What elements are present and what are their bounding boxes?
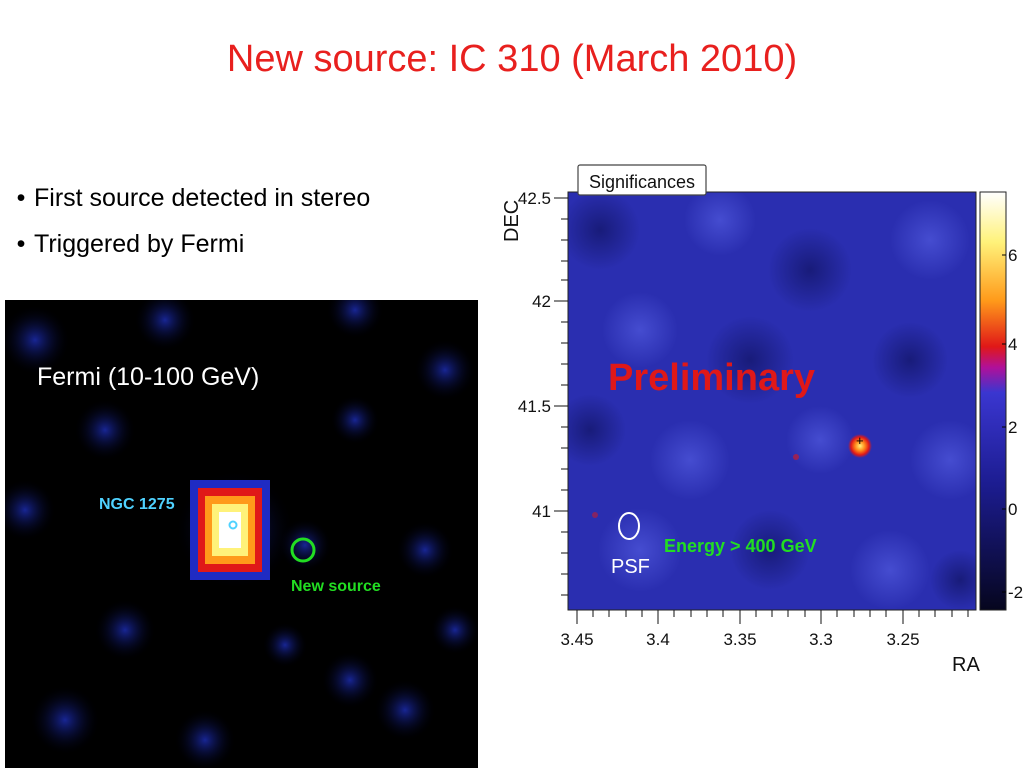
- fermi-noise-blobs: [5, 300, 478, 768]
- preliminary-watermark: Preliminary: [608, 357, 815, 399]
- x-tick-label: 3.35: [723, 630, 756, 649]
- psf-ellipse-icon: [618, 512, 640, 540]
- x-tick-label: 3.45: [560, 630, 593, 649]
- new-source-circle-icon: [290, 537, 316, 563]
- colorbar-tick-label: 4: [1008, 335, 1017, 354]
- bullet-item: • First source detected in stereo: [8, 180, 371, 226]
- ngc1275-label: NGC 1275: [99, 496, 175, 513]
- colorbar-tick-marks: [1002, 254, 1006, 593]
- ngc1275-hotspot: [190, 480, 270, 580]
- significances-title: Significances: [589, 172, 695, 192]
- ic310-position-marker-icon: +: [856, 433, 864, 448]
- bullet-list: • First source detected in stereo • Trigge…: [8, 180, 371, 272]
- significance-skymap: + 6 4 2 0 -2 42.5 42 41.5 41 DEC: [501, 164, 1023, 676]
- bullet-item: • Triggered by Fermi: [8, 226, 370, 272]
- x-tick-label: 3.4: [646, 630, 670, 649]
- y-axis-title: DEC: [501, 200, 523, 242]
- new-source-label: New source: [291, 578, 381, 595]
- ic310-hotspot: [848, 434, 872, 458]
- slide-title: New source: IC 310 (March 2010): [226, 38, 798, 80]
- ngc1275-marker-icon: [228, 520, 238, 530]
- psf-label: PSF: [611, 556, 650, 578]
- colorbar-tick-label: 2: [1008, 418, 1017, 437]
- colorbar: [979, 191, 1007, 611]
- y-tick-label: 42: [532, 292, 551, 311]
- y-axis-tick-marks: [554, 197, 568, 596]
- colorbar-tick-label: 6: [1008, 246, 1017, 265]
- x-tick-label: 3.3: [809, 630, 833, 649]
- bullet-dot-icon: •: [16, 230, 26, 258]
- y-tick-label: 42.5: [518, 189, 551, 208]
- y-tick-label: 41.5: [518, 397, 551, 416]
- bullet-text: Triggered by Fermi: [34, 230, 245, 258]
- fermi-skymap: Fermi (10-100 GeV) NGC 1275 New source: [5, 300, 478, 768]
- significances-title-box: [577, 164, 707, 196]
- x-tick-label: 3.25: [886, 630, 919, 649]
- colorbar-tick-label: 0: [1008, 500, 1017, 519]
- x-axis-title: RA: [952, 654, 980, 676]
- energy-threshold-label: Energy > 400 GeV: [664, 536, 817, 556]
- significance-map-area: +: [568, 192, 976, 610]
- y-tick-label: 41: [532, 502, 551, 521]
- colorbar-tick-label: -2: [1008, 583, 1023, 602]
- x-axis-tick-marks: [576, 610, 969, 624]
- bullet-dot-icon: •: [16, 184, 26, 212]
- fermi-panel-label: Fermi (10-100 GeV): [37, 363, 259, 391]
- bullet-text: First source detected in stereo: [34, 184, 371, 212]
